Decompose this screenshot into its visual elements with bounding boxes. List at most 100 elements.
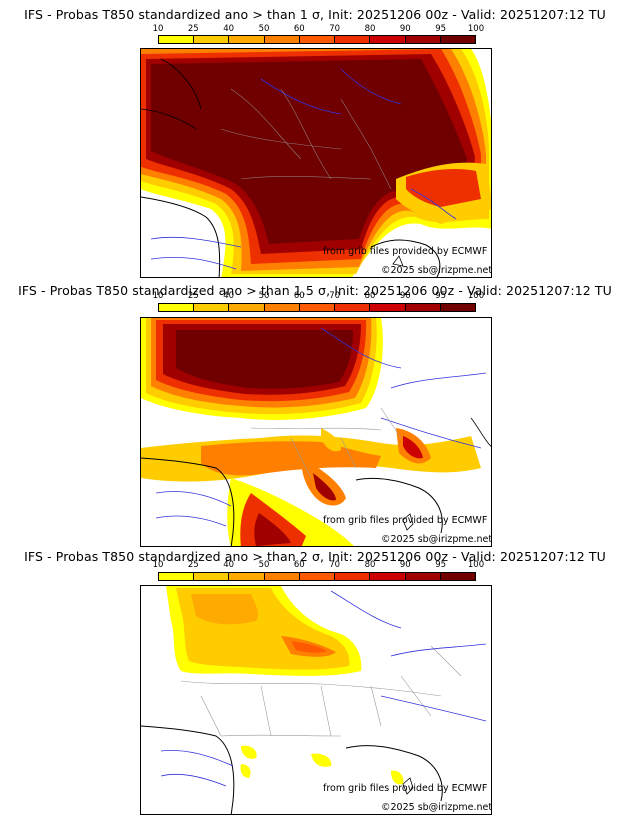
coastline (370, 239, 441, 277)
panel-1-credit-copyright: ©2025 sb@irizpme.net (381, 265, 492, 276)
panel-2-credit-copyright: ©2025 sb@irizpme.net (381, 534, 492, 545)
panel-3-colorbar (158, 572, 476, 581)
colorbar-swatch (159, 36, 195, 43)
probability-contour (241, 745, 257, 759)
panel-3-map: from grib files provided by ECMWF ©2025 … (140, 585, 492, 815)
colorbar-tick: 10 (152, 24, 164, 34)
colorbar-swatch (440, 573, 475, 580)
panel-3-title: IFS - Probas T850 standardized ano > tha… (24, 549, 606, 564)
probability-contour (254, 513, 291, 546)
colorbar-tick: 50 (258, 24, 270, 34)
colorbar-tick: 60 (293, 560, 305, 570)
panel-1-map-field (141, 49, 491, 277)
colorbar-tick: 70 (329, 291, 341, 301)
border-line (250, 407, 402, 479)
panel-2-colorbar-ticks: 10 25 40 50 60 70 80 90 95 100 (153, 291, 485, 301)
colorbar-swatch (229, 36, 265, 43)
colorbar-tick: 40 (223, 560, 235, 570)
border-line (220, 88, 392, 190)
panel-1-colorbar (158, 35, 476, 44)
coastline (141, 457, 235, 546)
colorbar-swatch (264, 573, 300, 580)
panel-1-title: IFS - Probas T850 standardized ano > tha… (24, 7, 606, 22)
colorbar-swatch (159, 573, 195, 580)
colorbar-swatch (264, 36, 300, 43)
panel-3-credit-source: from grib files provided by ECMWF (323, 783, 488, 794)
probability-contour (240, 764, 251, 778)
panel-2-colorbar (158, 303, 476, 312)
coastline (355, 477, 443, 534)
colorbar-tick: 95 (435, 24, 447, 34)
probability-contour (313, 473, 336, 501)
colorbar-swatch (335, 304, 371, 311)
colorbar-tick: 10 (152, 560, 164, 570)
colorbar-swatch (405, 304, 441, 311)
panel-2-map-field (141, 318, 491, 546)
colorbar-swatch (405, 573, 441, 580)
colorbar-swatch (440, 36, 475, 43)
colorbar-swatch (370, 36, 406, 43)
panel-1-colorbar-ticks: 10 25 40 50 60 70 80 90 95 100 (153, 24, 485, 34)
river-line (155, 327, 487, 527)
colorbar-tick: 50 (258, 560, 270, 570)
coastline (392, 255, 404, 267)
probability-contour (176, 330, 353, 389)
colorbar-tick: 100 (467, 24, 485, 34)
colorbar-tick: 80 (364, 24, 376, 34)
colorbar-swatch (405, 36, 441, 43)
colorbar-tick: 40 (223, 24, 235, 34)
coastline (345, 745, 443, 802)
colorbar-tick: 80 (364, 560, 376, 570)
probability-contour (321, 428, 341, 452)
colorbar-tick: 95 (435, 291, 447, 301)
coastline (366, 239, 438, 277)
panel-1-credit-source: from grib files provided by ECMWF (323, 246, 488, 257)
coastline (402, 513, 414, 531)
probability-contour (191, 594, 259, 625)
probability-contour (291, 641, 327, 653)
panel-3-colorbar-ticks: 10 25 40 50 60 70 80 90 95 100 (153, 560, 485, 570)
colorbar-tick: 90 (399, 291, 411, 301)
coastline (470, 417, 491, 447)
coastline (402, 777, 414, 795)
probability-contour (406, 169, 481, 207)
panel-2-credit-source: from grib files provided by ECMWF (323, 515, 488, 526)
colorbar-tick: 25 (187, 24, 199, 34)
colorbar-tick: 90 (399, 560, 411, 570)
colorbar-tick: 70 (329, 560, 341, 570)
panel-1-map: from grib files provided by ECMWF ©2025 … (140, 48, 492, 278)
colorbar-tick: 40 (223, 291, 235, 301)
colorbar-swatch (335, 36, 371, 43)
colorbar-tick: 25 (187, 560, 199, 570)
colorbar-tick: 70 (329, 24, 341, 34)
panel-3-credit-copyright: ©2025 sb@irizpme.net (381, 802, 492, 813)
panel-3-map-field (141, 586, 487, 814)
river-line (160, 590, 487, 787)
colorbar-tick: 95 (435, 560, 447, 570)
colorbar-tick: 100 (467, 560, 485, 570)
coastline (141, 58, 202, 130)
colorbar-tick: 10 (152, 291, 164, 301)
colorbar-swatch (229, 304, 265, 311)
coastline (141, 725, 235, 814)
colorbar-swatch (370, 304, 406, 311)
colorbar-swatch (335, 573, 371, 580)
probability-contour (403, 436, 423, 459)
colorbar-swatch (299, 36, 336, 43)
colorbar-tick: 90 (399, 24, 411, 34)
coastline (141, 196, 221, 277)
colorbar-swatch (194, 36, 230, 43)
colorbar-tick: 80 (364, 291, 376, 301)
colorbar-swatch (194, 304, 230, 311)
panel-2-map: from grib files provided by ECMWF ©2025 … (140, 317, 492, 547)
probability-contour (151, 59, 467, 244)
probability-contour (311, 753, 332, 767)
colorbar-swatch (299, 304, 336, 311)
colorbar-swatch (159, 304, 195, 311)
colorbar-swatch (440, 304, 475, 311)
colorbar-tick: 50 (258, 291, 270, 301)
colorbar-swatch (194, 573, 230, 580)
colorbar-tick: 25 (187, 291, 199, 301)
colorbar-swatch (299, 573, 336, 580)
colorbar-tick: 100 (467, 291, 485, 301)
